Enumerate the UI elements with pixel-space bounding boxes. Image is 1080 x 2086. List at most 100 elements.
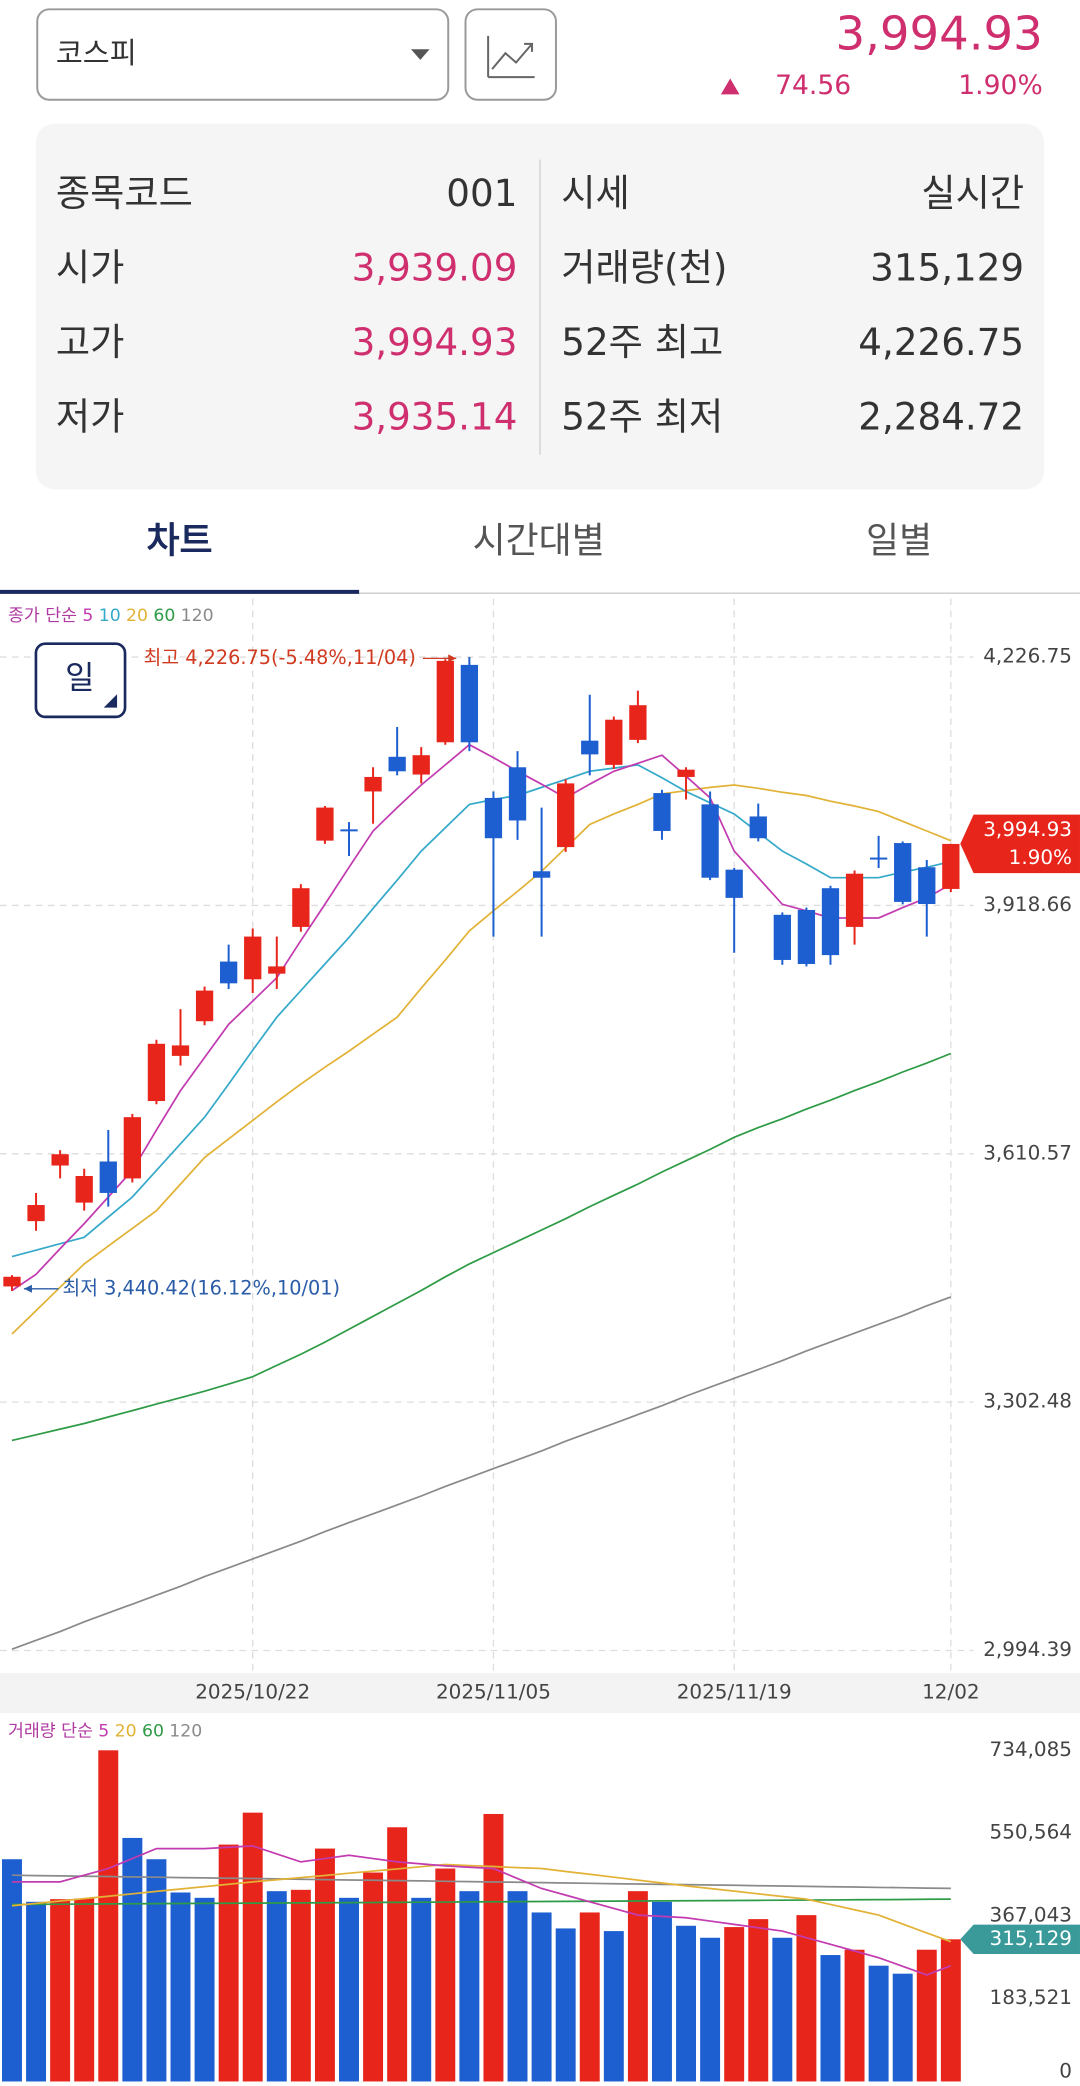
ma-line: [11, 1874, 951, 1890]
candle-body: [629, 705, 647, 740]
period-button[interactable]: [34, 642, 127, 719]
legend-item: 20: [126, 606, 148, 626]
candle-body: [653, 793, 671, 831]
chart-layer: 2,994.39 3,302.48 3,610.57 3,918.66 4,226.75…: [0, 598, 1080, 2083]
candle-body: [942, 843, 960, 889]
change-rate: 1.90%: [958, 70, 1042, 101]
legend-item: 60: [153, 606, 175, 626]
volume-bar: [122, 1837, 143, 2082]
y-tick-label: 3,918.66: [983, 892, 1072, 916]
y-tick-label: 3,610.57: [983, 1140, 1072, 1164]
info-label: 저가: [56, 394, 125, 438]
value-tag-label: 315,129: [990, 1926, 1072, 1950]
x-tick-label: 2025/11/19: [677, 1680, 792, 1704]
candle-body: [171, 1045, 190, 1056]
x-tick-label: 12/02: [922, 1680, 979, 1704]
candle-body: [869, 857, 888, 860]
candle-body: [532, 871, 551, 878]
value-tag-label: 3,994.93: [983, 817, 1072, 841]
volume-bar: [651, 1901, 672, 2082]
candle-body: [677, 769, 695, 777]
market-name: 코스피: [56, 36, 137, 70]
candle-body: [749, 816, 767, 839]
volume-bar: [387, 1827, 408, 2082]
candle-body: [244, 936, 262, 980]
volume-bar: [676, 1925, 697, 2082]
chart-icon: [487, 35, 535, 79]
y-tick-label: 734,085: [990, 1737, 1072, 1761]
candle-body: [701, 804, 719, 878]
date-strip: [0, 1673, 1080, 1714]
volume-bar: [844, 1949, 865, 2082]
info-value: 2,284.72: [858, 394, 1024, 438]
x-tick-label: 2025/10/22: [195, 1680, 310, 1704]
ma-line: [11, 1296, 952, 1651]
candle-body: [412, 755, 430, 775]
value-tag: [960, 814, 1080, 874]
volume-bar: [700, 1937, 721, 2082]
candle-body: [268, 966, 286, 974]
volume-bar: [435, 1868, 456, 2082]
candle-body: [75, 1176, 93, 1203]
volume-bar: [772, 1937, 793, 2082]
dropdown-arrow: [410, 49, 430, 60]
volume-bar: [892, 1973, 913, 2082]
chart-button[interactable]: [464, 8, 557, 101]
volume-bar: [363, 1872, 384, 2082]
annotation-arrow-head: [23, 1284, 32, 1293]
info-value: 실시간: [921, 171, 1024, 215]
volume-bar: [74, 1898, 95, 2082]
info-value: 315,129: [870, 245, 1024, 289]
candle-body: [773, 914, 791, 960]
volume-bar: [26, 1901, 47, 2082]
tab[interactable]: 시간대별: [473, 521, 605, 562]
info-value: 3,939.09: [352, 245, 518, 289]
ma-line: [11, 1845, 952, 1976]
info-label: 시세: [561, 171, 630, 215]
volume-bar: [796, 1915, 817, 2082]
candle-body: [123, 1117, 141, 1179]
tab[interactable]: 일별: [866, 521, 932, 562]
up-arrow: [720, 78, 740, 95]
legend-item: 60: [142, 1722, 164, 1742]
candle-body: [581, 740, 599, 755]
volume-bar: [98, 1750, 119, 2082]
candle-body: [364, 776, 382, 792]
candle-body: [99, 1161, 117, 1193]
annotation-arrow-head: [448, 654, 457, 663]
candle-body: [292, 888, 310, 927]
tab[interactable]: 차트: [147, 521, 213, 562]
y-tick-label: 367,043: [990, 1902, 1072, 1926]
candle-body: [508, 767, 527, 821]
candle-body: [484, 797, 503, 839]
y-tick-label: 0: [1059, 2059, 1072, 2083]
info-label: 고가: [56, 320, 125, 364]
legend-item: 10: [99, 606, 121, 626]
candle-body: [388, 756, 406, 772]
candle-body: [219, 961, 238, 984]
info-label: 종목코드: [56, 171, 193, 215]
y-tick-label: 550,564: [990, 1820, 1072, 1844]
ma-line: [11, 743, 952, 1292]
candle-body: [3, 1276, 21, 1287]
volume-bar: [314, 1848, 335, 2082]
info-value: 001: [446, 171, 517, 215]
x-tick-label: 2025/11/05: [436, 1680, 551, 1704]
value-tag-label: 1.90%: [1009, 845, 1072, 869]
volume-bar: [2, 1859, 22, 2082]
volume-bar: [218, 1844, 239, 2082]
market-select[interactable]: [36, 8, 450, 101]
volume-bar: [940, 1939, 961, 2082]
y-tick-label: 4,226.75: [983, 644, 1072, 668]
volume-bar: [555, 1928, 576, 2082]
y-tick-label: 2,994.39: [983, 1637, 1072, 1661]
info-label: 시가: [56, 245, 125, 289]
candle-body: [557, 783, 575, 848]
candle-body: [195, 990, 214, 1022]
candle-body: [725, 869, 743, 898]
candle-body: [316, 807, 334, 841]
volume-bar: [290, 1889, 311, 2082]
candle-body: [340, 829, 358, 832]
